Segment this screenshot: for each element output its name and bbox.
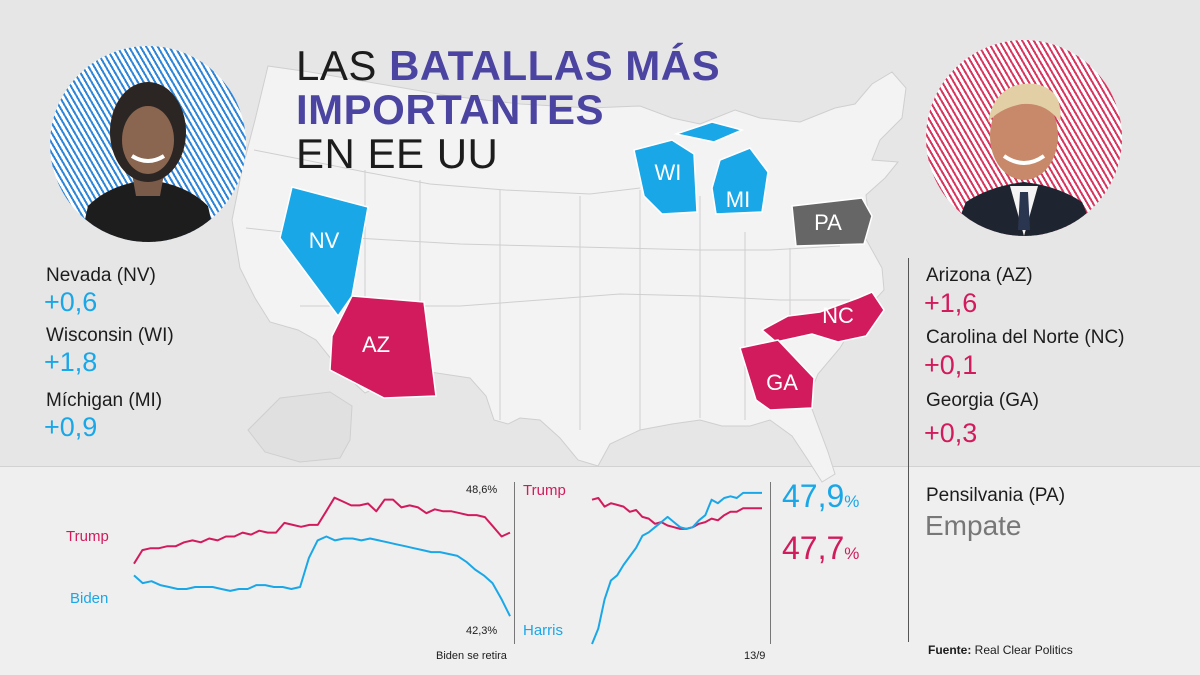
chart1-trump-line — [133, 496, 511, 565]
right-state-value-1: +1,6 — [924, 288, 978, 318]
chart1-legend-trump: Trump — [66, 528, 109, 545]
title-line-2: IMPORTANTES — [296, 86, 605, 133]
map-label-NV: NV — [309, 228, 340, 253]
map-label-PA: PA — [814, 210, 842, 235]
map-label-GA: GA — [766, 370, 798, 395]
left-state-name-3: Míchigan (MI) — [46, 390, 163, 411]
harris-portrait — [50, 46, 246, 242]
chart1-legend-biden: Biden — [70, 590, 109, 607]
right-state-value-3: +0,3 — [924, 418, 978, 448]
chart-divider-1 — [514, 482, 515, 644]
state-GA — [739, 339, 815, 411]
state-WI — [633, 139, 698, 215]
pa-state-value: Empate — [925, 510, 1022, 541]
chart1-biden-line — [133, 535, 511, 617]
trump-portrait — [926, 40, 1122, 236]
chart2-legend-trump: Trump — [523, 482, 566, 499]
state-NV — [279, 186, 369, 318]
alaska-shape — [247, 391, 353, 463]
pa-state-name: Pensilvania (PA) — [926, 485, 1066, 506]
left-state-value-2: +1,8 — [44, 347, 98, 377]
state-MI — [673, 121, 769, 215]
title-line-1: LAS BATALLAS MÁS — [296, 42, 721, 89]
state-borders — [245, 149, 850, 430]
state-NC — [760, 291, 885, 343]
right-state-name-3: Georgia (GA) — [926, 390, 1039, 411]
state-PA — [791, 197, 873, 247]
left-state-value-1: +0,6 — [44, 287, 98, 317]
chart-divider-2 — [770, 482, 771, 644]
title-line-3: EN EE UU — [296, 130, 499, 177]
right-divider — [908, 258, 909, 642]
chart2-legend-harris: Harris — [523, 622, 563, 639]
trump-final-value: 47,7% — [782, 530, 860, 566]
left-state-name-1: Nevada (NV) — [46, 265, 156, 286]
harris-final-value: 47,9% — [782, 478, 860, 514]
left-state-value-3: +0,9 — [44, 412, 98, 442]
chart2-trump-line — [591, 497, 762, 530]
chart1-annotation: Biden se retira — [436, 650, 507, 662]
map-label-AZ: AZ — [362, 332, 390, 357]
right-state-name-1: Arizona (AZ) — [926, 265, 1033, 286]
map-label-MI: MI — [726, 187, 750, 212]
right-state-value-2: +0,1 — [924, 350, 978, 380]
state-AZ — [329, 295, 437, 399]
chart1-biden-end-label: 42,3% — [466, 625, 498, 637]
chart1-trump-end-label: 48,6% — [466, 484, 498, 496]
source-credit: Fuente: Real Clear Politics — [928, 643, 1073, 657]
page-title: LAS BATALLAS MÁS IMPORTANTES EN EE UU — [296, 44, 726, 176]
left-state-name-2: Wisconsin (WI) — [46, 325, 174, 346]
chart2-harris-line — [591, 491, 762, 645]
map-label-NC: NC — [822, 303, 854, 328]
chart2-annotation: 13/9 — [744, 650, 766, 662]
right-state-name-2: Carolina del Norte (NC) — [926, 327, 1125, 348]
map-label-WI: WI — [655, 160, 682, 185]
